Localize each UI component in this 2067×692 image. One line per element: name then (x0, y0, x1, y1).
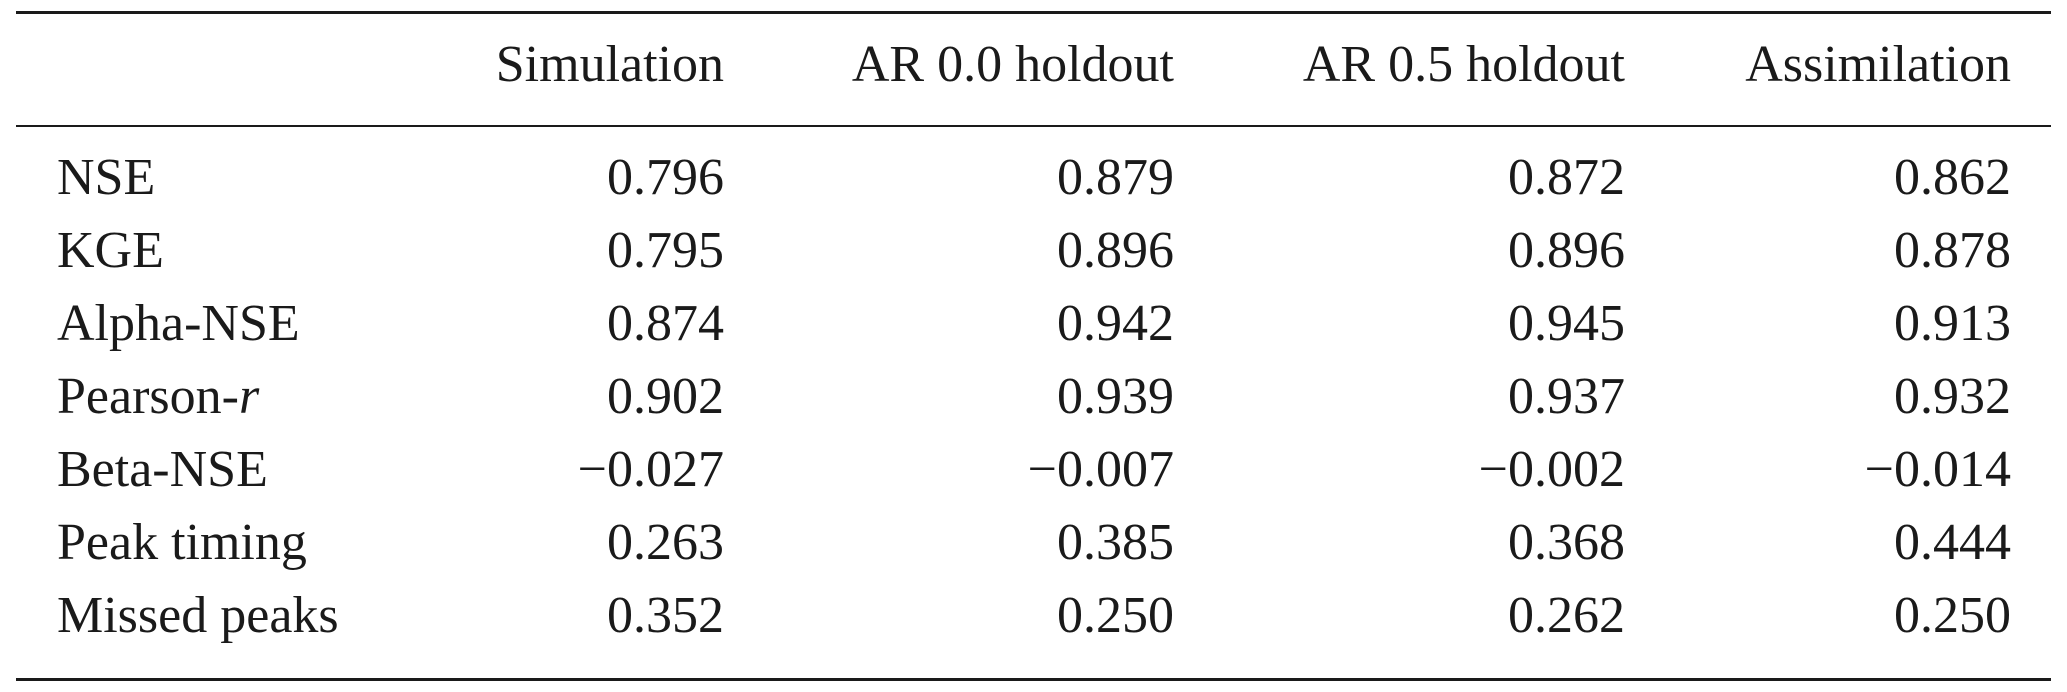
table-cell: 0.796 (607, 149, 724, 206)
table-cell: 0.795 (607, 222, 724, 279)
table-cell: −0.002 (1478, 441, 1625, 498)
table-cell: 0.937 (1508, 368, 1625, 425)
table-cell: 0.902 (607, 368, 724, 425)
row-label: NSE (57, 149, 156, 206)
table-cell: 0.262 (1508, 587, 1625, 644)
table-cell: 0.896 (1057, 222, 1174, 279)
row-label: Alpha-NSE (57, 295, 300, 352)
table-cell: 0.862 (1894, 149, 2011, 206)
table-cell: 0.939 (1057, 368, 1174, 425)
table-cell: 0.942 (1057, 295, 1174, 352)
table-cell: −0.014 (1864, 441, 2011, 498)
table-cell: 0.896 (1508, 222, 1625, 279)
table-row: Beta-NSE −0.027 −0.007 −0.002 −0.014 (0, 433, 2067, 507)
table-cell: 0.250 (1894, 587, 2011, 644)
row-label: Beta-NSE (57, 441, 268, 498)
table-cell: 0.385 (1057, 514, 1174, 571)
column-header: Simulation (495, 36, 724, 93)
table-row: NSE 0.796 0.879 0.872 0.862 (0, 141, 2067, 215)
row-label: Peak timing (57, 514, 307, 571)
table-cell: 0.913 (1894, 295, 2011, 352)
table-row: KGE 0.795 0.896 0.896 0.878 (0, 214, 2067, 288)
table-cell: 0.263 (607, 514, 724, 571)
row-label-italic: r (238, 368, 260, 425)
table-cell: 0.932 (1894, 368, 2011, 425)
bottom-rule (16, 678, 2051, 681)
column-header: Assimilation (1745, 36, 2011, 93)
table-cell: 0.945 (1508, 295, 1625, 352)
top-rule (16, 11, 2051, 14)
table-row: Alpha-NSE 0.874 0.942 0.945 0.913 (0, 287, 2067, 361)
column-header: AR 0.5 holdout (1302, 36, 1625, 93)
table-cell: 0.368 (1508, 514, 1625, 571)
table-cell: 0.352 (607, 587, 724, 644)
table-cell: 0.444 (1894, 514, 2011, 571)
table-cell: 0.879 (1057, 149, 1174, 206)
table-cell: 0.250 (1057, 587, 1174, 644)
table-row: Missed peaks 0.352 0.250 0.262 0.250 (0, 579, 2067, 653)
table-cell: 0.878 (1894, 222, 2011, 279)
row-label: KGE (57, 222, 164, 279)
header-row: Simulation AR 0.0 holdout AR 0.5 holdout… (0, 28, 2067, 102)
header-rule (16, 125, 2051, 127)
table-cell: 0.874 (607, 295, 724, 352)
table-cell: −0.027 (577, 441, 724, 498)
table-row: Peak timing 0.263 0.385 0.368 0.444 (0, 506, 2067, 580)
row-label-text: Pearson- (57, 368, 239, 425)
table-cell: −0.007 (1027, 441, 1174, 498)
table-row: Pearson-r 0.902 0.939 0.937 0.932 (0, 360, 2067, 434)
table-cell: 0.872 (1508, 149, 1625, 206)
row-label: Pearson-r (57, 360, 259, 434)
row-label: Missed peaks (57, 587, 339, 644)
column-header: AR 0.0 holdout (851, 36, 1174, 93)
